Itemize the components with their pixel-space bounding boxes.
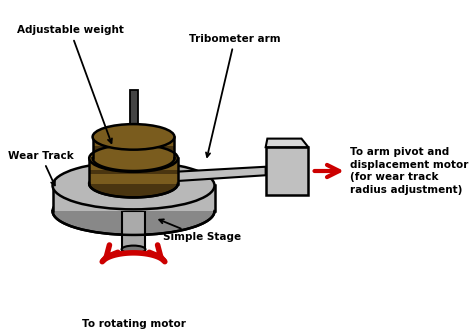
FancyBboxPatch shape bbox=[92, 147, 174, 150]
Ellipse shape bbox=[89, 170, 178, 197]
FancyBboxPatch shape bbox=[89, 158, 178, 184]
Ellipse shape bbox=[53, 162, 215, 209]
FancyBboxPatch shape bbox=[89, 170, 178, 174]
Text: Simple Stage: Simple Stage bbox=[159, 219, 241, 242]
Text: To arm pivot and
displacement motor
(for wear track
radius adjustment): To arm pivot and displacement motor (for… bbox=[350, 147, 468, 195]
FancyBboxPatch shape bbox=[53, 185, 215, 211]
Ellipse shape bbox=[89, 145, 178, 172]
Ellipse shape bbox=[92, 124, 174, 150]
Text: Tribometer arm: Tribometer arm bbox=[189, 34, 281, 157]
FancyBboxPatch shape bbox=[265, 147, 308, 195]
Polygon shape bbox=[173, 167, 265, 181]
Ellipse shape bbox=[92, 146, 174, 171]
Text: Adjustable weight: Adjustable weight bbox=[17, 25, 124, 143]
FancyBboxPatch shape bbox=[122, 211, 146, 249]
Text: To rotating motor: To rotating motor bbox=[82, 319, 185, 329]
Ellipse shape bbox=[98, 174, 169, 196]
FancyBboxPatch shape bbox=[92, 137, 174, 158]
Ellipse shape bbox=[53, 187, 215, 235]
Text: Wear Track: Wear Track bbox=[8, 151, 74, 185]
Ellipse shape bbox=[122, 246, 146, 253]
Polygon shape bbox=[265, 139, 308, 147]
FancyBboxPatch shape bbox=[130, 90, 138, 137]
